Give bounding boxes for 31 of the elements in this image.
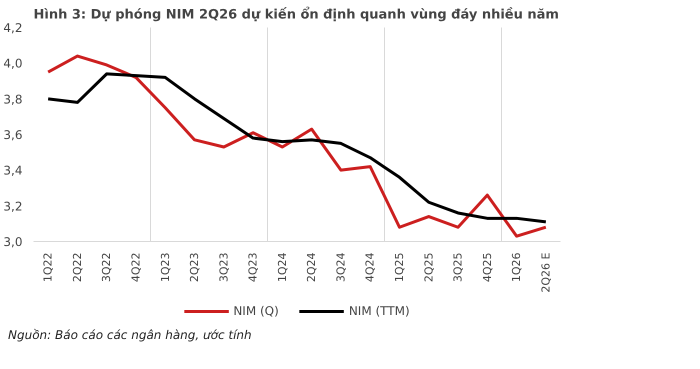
x-tick-label: 1Q23	[158, 252, 172, 282]
y-tick-label: 3,2	[3, 199, 23, 214]
x-tick-label: 3Q22	[100, 252, 114, 282]
x-tick-label: 1Q26	[510, 252, 524, 282]
x-tick-label: 2Q22	[70, 252, 84, 282]
legend-label: NIM (TTM)	[348, 304, 410, 318]
y-tick-label: 3,4	[3, 164, 23, 178]
x-tick-label: 2Q25	[422, 252, 436, 282]
legend-label: NIM (Q)	[233, 304, 279, 318]
x-tick-label: 2Q24	[305, 252, 318, 282]
x-tick-label: 4Q25	[480, 252, 494, 282]
x-tick-label: 3Q25	[452, 252, 465, 282]
x-tick-label: 1Q24	[276, 252, 289, 282]
x-tick-label: 3Q23	[217, 252, 230, 282]
text: Nguồn: Báo cáo các ngân hàng, ước tính	[8, 327, 252, 344]
x-tick-label: 4Q22	[129, 252, 142, 282]
x-tick-label: 2Q23	[188, 252, 202, 282]
line-series	[46, 72, 548, 224]
y-tick-label: 3,6	[3, 128, 23, 142]
x-tick-label: 3Q24	[334, 252, 348, 282]
x-tick-label: 1Q25	[392, 252, 406, 282]
x-tick-label: 1Q22	[42, 252, 55, 282]
line-series	[46, 54, 548, 238]
y-tick-label: 3,0	[3, 235, 23, 249]
x-tick-label: 4Q23	[246, 252, 260, 282]
y-tick-label: 4,0	[3, 56, 23, 71]
chart-title: Hình 3: Dự phóng NIM 2Q26 dự kiến ổn định quanh vùng đáy nhiều năm	[34, 6, 559, 22]
x-tick-label: 2Q26 E	[539, 252, 552, 293]
x-tick-label: 4Q24	[364, 252, 377, 282]
y-tick-label: 4,2	[3, 21, 23, 35]
y-tick-label: 3,8	[3, 92, 23, 106]
